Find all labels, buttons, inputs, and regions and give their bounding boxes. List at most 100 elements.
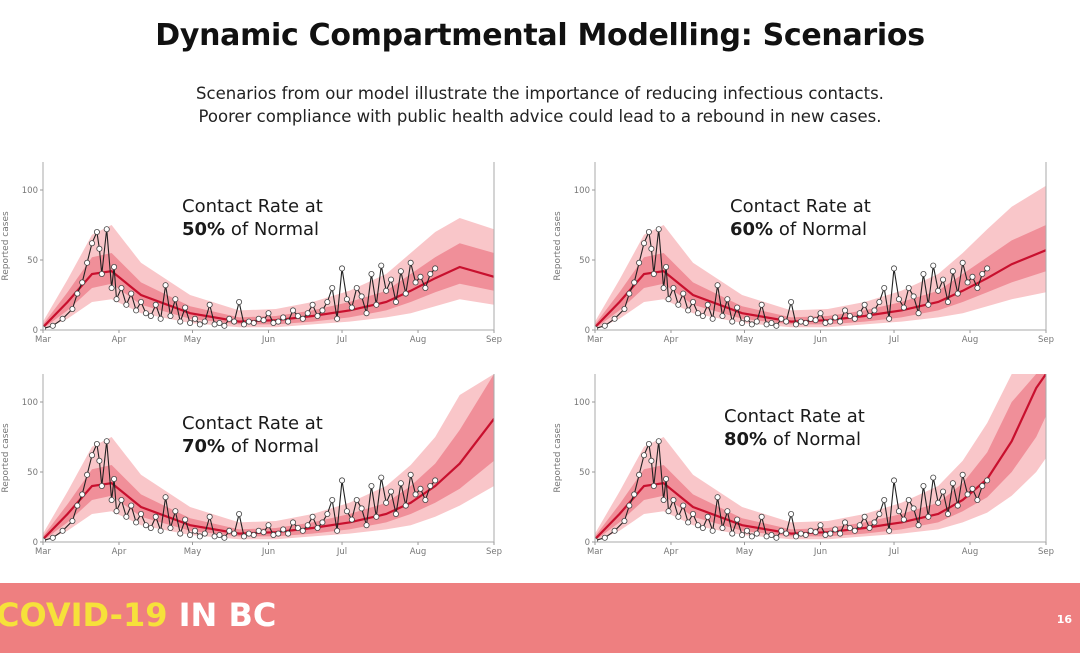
observed-point <box>984 477 991 484</box>
observed-point <box>270 531 277 538</box>
observed-point <box>363 522 370 529</box>
observed-point <box>910 505 917 512</box>
observed-point <box>265 522 272 529</box>
y-axis-label: Reported cases <box>1 211 11 281</box>
footer-brand: COVID-19 IN BC <box>0 596 276 634</box>
x-tick-label: Sep <box>486 547 502 557</box>
observed-point <box>245 530 252 537</box>
observed-point <box>79 279 86 286</box>
observed-point <box>113 296 120 303</box>
observed-point <box>655 226 662 233</box>
observed-point <box>89 240 96 247</box>
observed-point <box>402 290 409 297</box>
x-tick-label: Apr <box>112 335 127 345</box>
observed-point <box>187 319 194 326</box>
observed-point <box>59 315 66 322</box>
observed-point <box>402 502 409 509</box>
observed-point <box>690 510 697 517</box>
observed-point <box>881 285 888 292</box>
x-tick-label: May <box>184 547 202 557</box>
observed-point <box>964 491 971 498</box>
observed-point <box>103 226 110 233</box>
observed-point <box>363 310 370 317</box>
observed-point <box>211 321 218 328</box>
observed-point <box>792 321 799 328</box>
x-tick-label: Aug <box>962 335 979 345</box>
observed-point <box>935 499 942 506</box>
observed-point <box>270 319 277 326</box>
observed-point <box>191 527 198 534</box>
observed-point <box>846 312 853 319</box>
observed-point <box>645 441 652 448</box>
x-tick-label: Jun <box>813 547 827 557</box>
observed-point <box>709 527 716 534</box>
observed-point <box>422 285 429 292</box>
observed-point <box>74 290 81 297</box>
observed-point <box>392 298 399 305</box>
observed-point <box>201 318 208 325</box>
observed-point <box>98 271 105 278</box>
observed-point <box>601 534 608 541</box>
observed-point <box>680 290 687 297</box>
observed-point <box>167 524 174 531</box>
observed-point <box>96 457 103 464</box>
observed-point <box>949 480 956 487</box>
observed-point <box>339 265 346 272</box>
observed-point <box>719 524 726 531</box>
observed-point <box>255 315 262 322</box>
observed-point <box>935 287 942 294</box>
observed-point <box>636 471 643 478</box>
observed-point <box>118 497 125 504</box>
observed-point <box>93 229 100 236</box>
observed-point <box>397 268 404 275</box>
observed-point <box>157 315 164 322</box>
observed-point <box>648 245 655 252</box>
observed-point <box>827 318 834 325</box>
observed-point <box>74 502 81 509</box>
observed-point <box>334 527 341 534</box>
observed-point <box>388 488 395 495</box>
x-tick-label: May <box>736 335 754 345</box>
observed-cases-line <box>43 229 436 330</box>
observed-point <box>432 477 439 484</box>
scenario-chart-80: 0 50 100 Mar Apr May Jun Jul Aug Sep Reported case… <box>553 372 1054 572</box>
observed-point <box>891 265 898 272</box>
observed-point <box>172 508 179 515</box>
observed-point <box>964 279 971 286</box>
observed-point <box>255 527 262 534</box>
observed-point <box>778 315 785 322</box>
observed-point <box>783 530 790 537</box>
observed-point <box>900 516 907 523</box>
observed-point <box>343 508 350 515</box>
observed-point <box>768 319 775 326</box>
observed-point <box>645 229 652 236</box>
observed-cases-line <box>595 229 988 330</box>
observed-point <box>417 273 424 280</box>
x-tick-label: Jul <box>888 547 899 557</box>
observed-point <box>817 522 824 529</box>
observed-point <box>974 497 981 504</box>
y-tick-label: 100 <box>574 186 590 196</box>
chart-label: Contact Rate at 50% of Normal <box>182 195 323 241</box>
observed-point <box>601 322 608 329</box>
observed-point <box>900 304 907 311</box>
x-tick-label: Sep <box>486 335 502 345</box>
observed-point <box>123 513 130 520</box>
observed-point <box>837 318 844 325</box>
observed-point <box>216 319 223 326</box>
label-rest: of Normal <box>767 429 862 450</box>
observed-point <box>69 305 76 312</box>
chart-svg: 0 50 100 Mar Apr May Jun Jul Aug Sep Reported case… <box>1 162 502 345</box>
x-tick-label: Mar <box>587 335 604 345</box>
observed-point <box>895 508 902 515</box>
x-tick-label: Jul <box>888 335 899 345</box>
observed-point <box>162 282 169 289</box>
observed-point <box>876 510 883 517</box>
observed-point <box>670 497 677 504</box>
observed-point <box>773 534 780 541</box>
observed-point <box>842 519 849 526</box>
observed-point <box>704 301 711 308</box>
observed-point <box>969 273 976 280</box>
observed-point <box>797 530 804 537</box>
observed-point <box>724 508 731 515</box>
